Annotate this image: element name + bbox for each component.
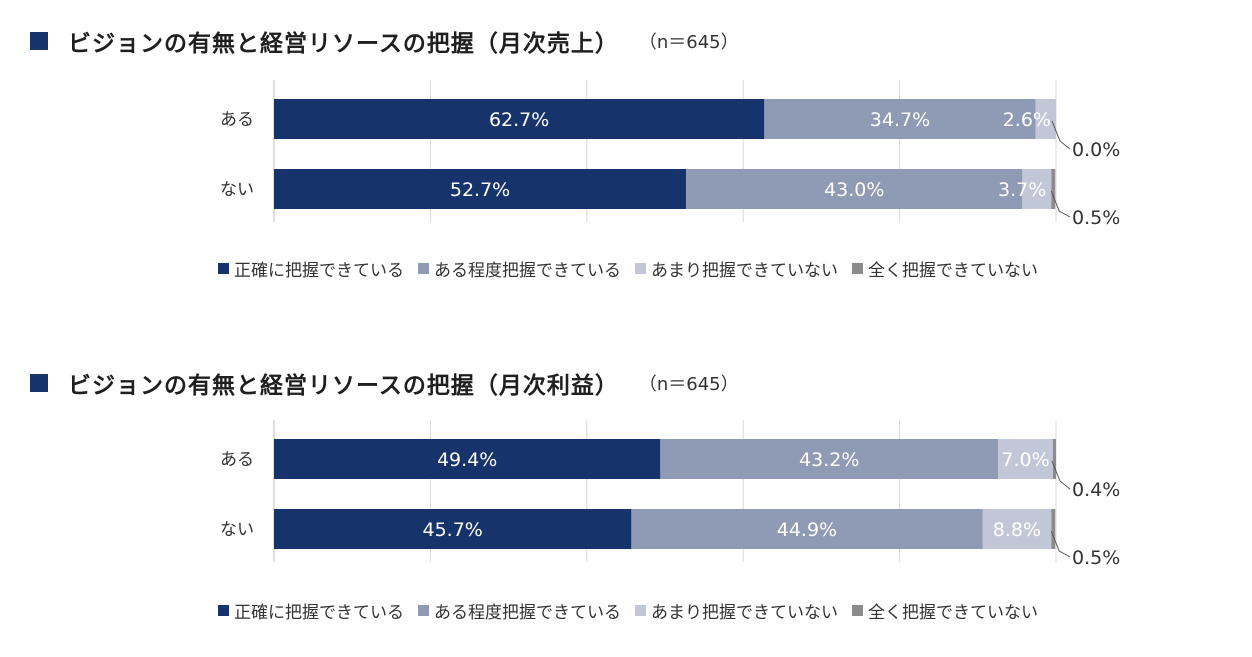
- bar-segment: [1035, 99, 1056, 139]
- leader-line: [1051, 460, 1071, 490]
- legend-item: 正確に把握できている: [218, 256, 404, 281]
- legend-label: 正確に把握できている: [234, 603, 404, 623]
- legend-swatch: [852, 605, 863, 616]
- legend-item: ある程度把握できている: [418, 598, 621, 623]
- chart-legend-profit: 正確に把握できている ある程度把握できている あまり把握できていない 全く把握できてい…: [218, 598, 1052, 623]
- leader-line: [1050, 190, 1071, 218]
- chart-title: ビジョンの有無と経営リソースの把握（月次売上）: [68, 31, 619, 57]
- legend-swatch: [418, 263, 429, 274]
- data-label: 3.7%: [998, 179, 1046, 201]
- data-label: 8.8%: [993, 519, 1041, 541]
- legend-label: 正確に把握できている: [234, 261, 404, 281]
- bar-segment: [764, 99, 1036, 139]
- bar-segment: [660, 439, 999, 479]
- data-label: 7.0%: [1001, 449, 1049, 471]
- data-label-outside: 0.5%: [1072, 547, 1120, 569]
- legend-label: あまり把握できていない: [651, 603, 838, 623]
- title-square-icon: [30, 32, 48, 50]
- data-label: 44.9%: [777, 519, 837, 541]
- legend-item: あまり把握できていない: [635, 256, 838, 281]
- legend-swatch: [635, 605, 646, 616]
- legend-item: 全く把握できていない: [852, 598, 1038, 623]
- sample-size-note: （n＝645）: [638, 374, 739, 395]
- data-label-outside: 0.4%: [1072, 479, 1120, 501]
- legend-swatch: [852, 263, 863, 274]
- data-label: 43.0%: [824, 179, 884, 201]
- bar-segment: [1051, 169, 1056, 209]
- category-label: ある: [220, 110, 254, 130]
- chart-title-row: ビジョンの有無と経営リソースの把握（月次利益） （n＝645）: [30, 368, 739, 399]
- data-label-outside: 0.0%: [1072, 139, 1120, 161]
- bar-segment: [274, 509, 632, 549]
- bar-segment: [631, 509, 983, 549]
- legend-label: 全く把握できていない: [868, 603, 1038, 623]
- data-label: 34.7%: [870, 109, 930, 131]
- bar-segment: [274, 99, 765, 139]
- stacked-bar-chart-sales: ある 62.7% 34.7% 2.6% 0.0% ない 52.7% 43.0% 3.7% 0.5%: [220, 80, 1120, 229]
- category-label: ない: [220, 180, 254, 200]
- bar-segment: [1022, 169, 1052, 209]
- category-label: ある: [220, 450, 254, 470]
- legend-swatch: [635, 263, 646, 274]
- legend-swatch: [418, 605, 429, 616]
- legend-label: 全く把握できていない: [868, 261, 1038, 281]
- legend-item: 全く把握できていない: [852, 256, 1038, 281]
- legend-label: ある程度把握できている: [434, 603, 621, 623]
- legend-swatch: [218, 263, 229, 274]
- chart-title: ビジョンの有無と経営リソースの把握（月次利益）: [68, 373, 619, 399]
- bar-segment: [998, 439, 1053, 479]
- leader-line: [1051, 120, 1071, 150]
- chart-legend-sales: 正確に把握できている ある程度把握できている あまり把握できていない 全く把握できてい…: [218, 256, 1052, 281]
- legend-item: 正確に把握できている: [218, 598, 404, 623]
- legend-item: あまり把握できていない: [635, 598, 838, 623]
- data-label: 43.2%: [799, 449, 859, 471]
- data-label: 45.7%: [423, 519, 483, 541]
- legend-label: ある程度把握できている: [434, 261, 621, 281]
- stacked-bar-chart-profit: ある 49.4% 43.2% 7.0% 0.4% ない 45.7% 44.9% 8.8% 0.5%: [220, 420, 1120, 569]
- title-square-icon: [30, 374, 48, 392]
- data-label: 62.7%: [489, 109, 549, 131]
- category-label: ない: [220, 520, 254, 540]
- bar-segment: [274, 439, 661, 479]
- bar-segment: [686, 169, 1023, 209]
- legend-item: ある程度把握できている: [418, 256, 621, 281]
- data-label: 52.7%: [450, 179, 510, 201]
- legend-swatch: [218, 605, 229, 616]
- bar-segment: [1051, 509, 1056, 549]
- data-label: 2.6%: [1003, 109, 1051, 131]
- legend-label: あまり把握できていない: [651, 261, 838, 281]
- chart-title-row: ビジョンの有無と経営リソースの把握（月次売上） （n＝645）: [30, 26, 739, 57]
- bar-segment: [982, 509, 1052, 549]
- bar-segment: [274, 169, 687, 209]
- leader-line: [1050, 530, 1071, 558]
- bar-segment: [1052, 439, 1056, 479]
- data-label: 49.4%: [437, 449, 497, 471]
- data-label-outside: 0.5%: [1072, 207, 1120, 229]
- sample-size-note: （n＝645）: [638, 32, 739, 53]
